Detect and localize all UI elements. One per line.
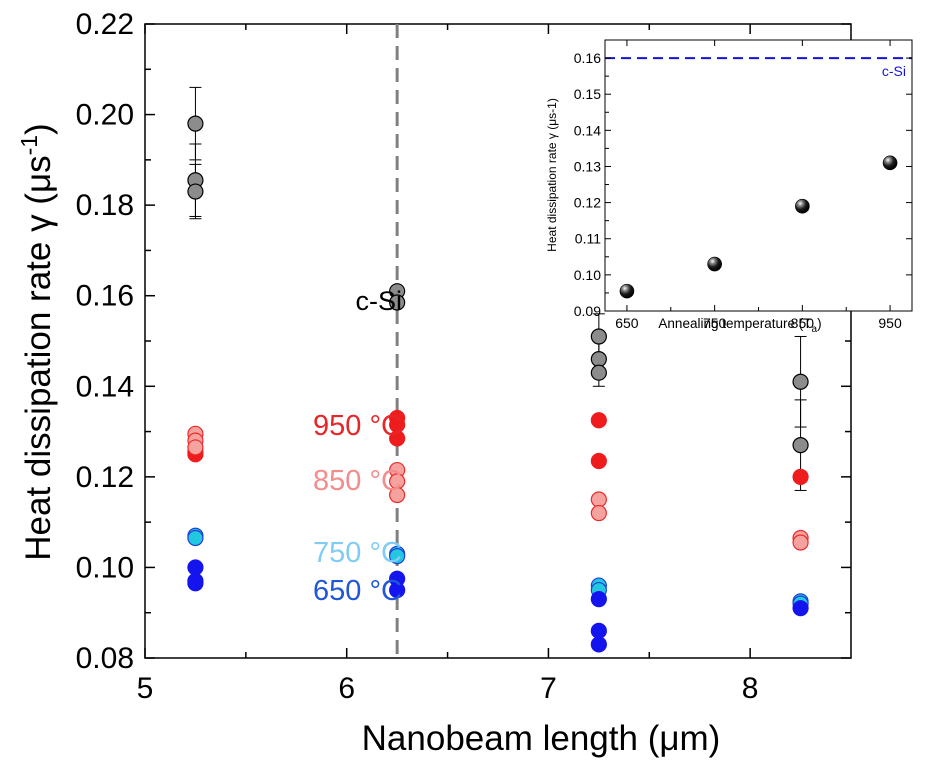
main-y-tick-label: 0.20 xyxy=(76,99,134,132)
inset-data-point xyxy=(707,256,722,272)
inset-data-point xyxy=(882,155,898,171)
inset-y-axis-label: Heat dissipation rate γ (μs-1) xyxy=(545,98,559,252)
data-point xyxy=(792,534,809,551)
inset-data-points xyxy=(619,155,898,299)
main-y-tick-label: 0.10 xyxy=(76,551,134,584)
main-y-tick-label: 0.08 xyxy=(76,642,134,675)
inset-x-axis-label-sub: a xyxy=(812,324,818,335)
data-point xyxy=(590,452,607,470)
main-x-tick-label: 6 xyxy=(338,672,355,705)
data-point xyxy=(187,559,204,576)
main-x-ticks: 5 6 7 8 xyxy=(137,24,759,705)
annotation-c-si: c-Si xyxy=(356,286,403,316)
inset-chart: c-Si 650 750 850 950 0.090.100.110.120.130.… xyxy=(545,39,913,335)
main-x-tick-label: 8 xyxy=(742,672,759,705)
main-y-axis-label-main: Heat dissipation rate γ (μs xyxy=(19,155,58,560)
data-point xyxy=(792,600,809,617)
inset-c-si-label: c-Si xyxy=(882,63,906,79)
data-point xyxy=(187,439,204,456)
inset-x-axis-label: Annealing temperature (Ta) xyxy=(658,316,821,335)
annotation-650c: 650 °C xyxy=(313,575,402,607)
inset-x-tick-label: 950 xyxy=(878,315,902,331)
data-point xyxy=(590,328,607,345)
main-y-axis-label-close: ) xyxy=(19,123,58,135)
inset-y-ticks: 0.09 0.10 0.11 0.12 0.13 0.14 0.15 0.16 xyxy=(574,50,912,319)
inset-y-tick-label: 0.15 xyxy=(574,86,601,102)
data-point xyxy=(389,486,406,504)
data-point xyxy=(187,529,204,547)
main-y-tick-label: 0.22 xyxy=(76,8,134,41)
data-point xyxy=(792,437,809,454)
data-point xyxy=(590,591,607,608)
inset-y-tick-label: 0.13 xyxy=(574,158,601,174)
data-point xyxy=(590,351,607,368)
inset-x-ticks: 650 750 850 950 xyxy=(615,40,902,331)
main-x-axis-label: Nanobeam length (μm) xyxy=(362,719,721,758)
data-point xyxy=(590,622,607,639)
inset-y-tick-label: 0.09 xyxy=(574,303,601,319)
inset-x-tick-label: 650 xyxy=(615,315,639,331)
inset-x-axis-label-main: Annealing temperature (T xyxy=(658,316,811,331)
main-y-tick-label: 0.14 xyxy=(76,370,134,403)
data-point xyxy=(389,548,406,565)
inset-x-tick-label: 750 xyxy=(703,315,727,331)
data-point xyxy=(187,183,204,200)
main-x-tick-label: 5 xyxy=(137,672,154,705)
data-point xyxy=(792,373,809,390)
main-y-axis-label: Heat dissipation rate γ (μs-1) xyxy=(16,123,58,560)
data-point xyxy=(590,491,607,508)
main-y-tick-label: 0.18 xyxy=(76,189,134,222)
data-point xyxy=(590,504,607,522)
inset-y-tick-label: 0.11 xyxy=(575,231,601,247)
data-point xyxy=(389,581,406,599)
inset-y-tick-label: 0.16 xyxy=(574,50,601,66)
data-point xyxy=(187,575,204,592)
inset-y-tick-label: 0.12 xyxy=(574,195,601,211)
inset-y-tick-label: 0.10 xyxy=(574,267,601,283)
main-y-axis-label-sup: -1 xyxy=(16,135,42,155)
inset-y-tick-label: 0.14 xyxy=(574,122,601,138)
main-data-points xyxy=(187,115,809,653)
inset-data-point xyxy=(619,283,635,299)
main-y-tick-label: 0.12 xyxy=(76,461,134,494)
inset-x-axis-label-close: ) xyxy=(817,316,822,331)
data-point xyxy=(792,468,809,485)
inset-x-tick-label: 850 xyxy=(791,315,815,331)
main-y-tick-label: 0.16 xyxy=(76,280,134,313)
data-point xyxy=(590,364,607,381)
data-point xyxy=(389,294,406,311)
annotation-850c: 850 °C xyxy=(313,465,402,497)
inset-data-point xyxy=(795,198,810,214)
main-x-tick-label: 7 xyxy=(540,672,557,705)
data-point xyxy=(389,430,406,447)
data-point xyxy=(590,636,607,653)
annotation-750c: 750 °C xyxy=(313,537,402,569)
main-y-ticks: 0.08 0.10 0.12 0.14 0.16 0.18 0.20 0.22 xyxy=(76,8,851,675)
inset-plot-frame xyxy=(604,39,913,312)
annotation-950c: 950 °C xyxy=(313,410,402,442)
data-point xyxy=(590,412,607,429)
data-point xyxy=(187,115,204,132)
main-chart: 5 6 7 8 0.08 0.10 0.12 0.14 0.16 0.18 0.20 0.22 c-… xyxy=(16,8,852,758)
